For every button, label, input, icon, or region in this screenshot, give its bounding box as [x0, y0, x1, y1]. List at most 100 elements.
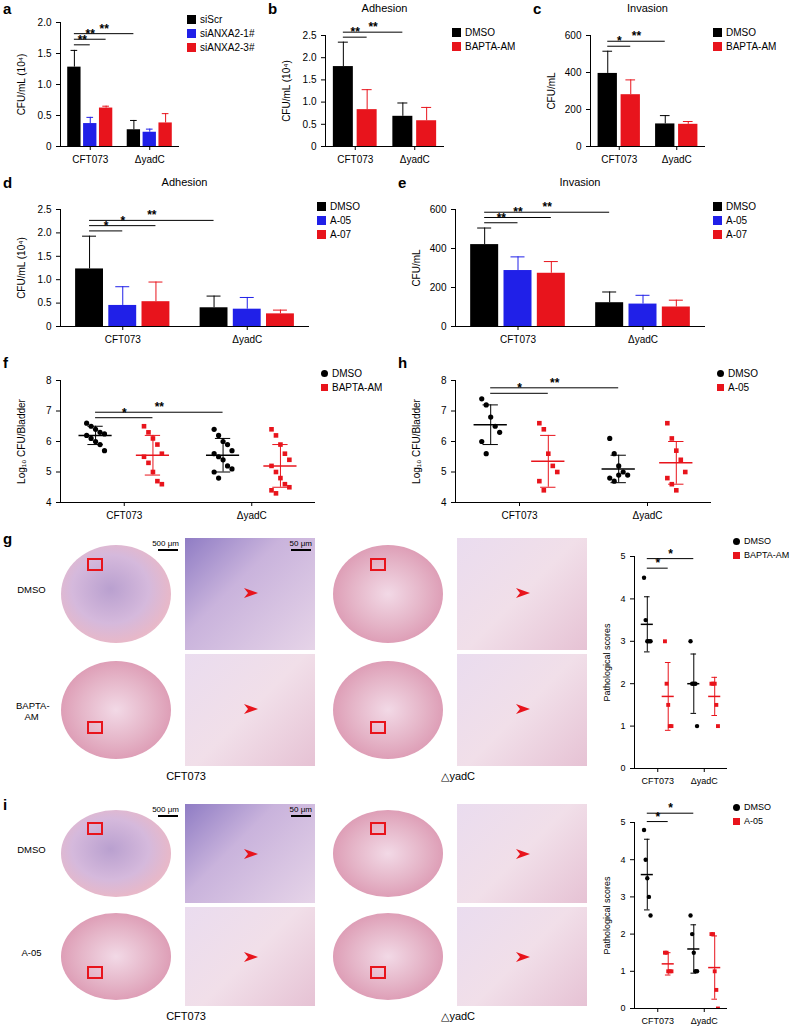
svg-text:CFU/mL: CFU/mL: [546, 72, 557, 110]
svg-text:CFT073: CFT073: [105, 334, 142, 345]
svg-text:4: 4: [441, 497, 447, 508]
svg-text:0.5: 0.5: [303, 119, 317, 130]
svg-text:2.0: 2.0: [303, 52, 317, 63]
svg-text:**: **: [632, 29, 642, 43]
svg-text:5: 5: [46, 466, 52, 477]
svg-text:CFT073: CFT073: [601, 154, 638, 165]
svg-text:CFU/mL (10⁴): CFU/mL (10⁴): [16, 54, 27, 116]
svg-text:**: **: [155, 400, 165, 414]
svg-text:**: **: [351, 25, 361, 39]
svg-text:**: **: [542, 200, 552, 214]
svg-text:0: 0: [620, 1003, 625, 1013]
svg-text:7: 7: [46, 405, 52, 416]
svg-text:*: *: [655, 556, 660, 570]
svg-text:5: 5: [441, 466, 447, 477]
svg-text:CFU/mL (10⁴): CFU/mL (10⁴): [16, 237, 27, 299]
svg-text:**: **: [550, 376, 560, 390]
svg-text:1.5: 1.5: [38, 251, 52, 262]
svg-text:CFT073: CFT073: [72, 154, 109, 165]
svg-text:**: **: [368, 20, 378, 34]
svg-text:CFT073: CFT073: [501, 510, 538, 521]
svg-text:1.5: 1.5: [303, 74, 317, 85]
svg-text:400: 400: [430, 243, 447, 254]
svg-text:600: 600: [430, 204, 447, 215]
svg-text:ΔyadC: ΔyadC: [135, 154, 165, 165]
svg-text:1: 1: [620, 966, 625, 976]
svg-text:*: *: [517, 381, 522, 395]
svg-text:Log₁₀ CFU/Bladder: Log₁₀ CFU/Bladder: [411, 398, 422, 483]
html-text:Invasion: Invasion: [627, 2, 668, 14]
svg-text:7: 7: [441, 405, 447, 416]
html-text:Adhesion: Adhesion: [361, 2, 408, 14]
svg-text:1.5: 1.5: [38, 48, 52, 59]
svg-text:ΔyadC: ΔyadC: [237, 510, 267, 521]
svg-text:Log₁₀ CFU/Bladder: Log₁₀ CFU/Bladder: [16, 398, 27, 483]
svg-text:CFT073: CFT073: [337, 154, 374, 165]
svg-text:5: 5: [620, 551, 625, 561]
svg-text:*: *: [668, 801, 673, 815]
svg-text:2.5: 2.5: [303, 30, 317, 41]
svg-text:1.0: 1.0: [38, 274, 52, 285]
svg-text:6: 6: [441, 436, 447, 447]
svg-text:**: **: [86, 27, 96, 41]
svg-text:2: 2: [620, 679, 625, 689]
svg-text:2: 2: [620, 929, 625, 939]
svg-text:0: 0: [441, 321, 447, 332]
svg-text:CFT073: CFT073: [641, 776, 674, 786]
svg-text:**: **: [513, 205, 523, 219]
svg-text:*: *: [122, 406, 127, 420]
svg-text:ΔyadC: ΔyadC: [632, 510, 662, 521]
svg-text:CFU/mL (10⁴): CFU/mL (10⁴): [281, 60, 292, 122]
svg-text:Pathological scores: Pathological scores: [602, 623, 612, 702]
svg-text:2.0: 2.0: [38, 17, 52, 28]
svg-text:1: 1: [620, 721, 625, 731]
html-text:CFT073: CFT073: [166, 770, 206, 782]
svg-text:4: 4: [620, 594, 625, 604]
svg-text:0: 0: [576, 141, 582, 152]
html-text:Invasion: Invasion: [559, 176, 601, 188]
svg-text:4: 4: [620, 855, 625, 865]
svg-text:ΔyadC: ΔyadC: [400, 154, 430, 165]
svg-text:*: *: [655, 810, 660, 824]
svg-text:ΔyadC: ΔyadC: [691, 1016, 719, 1026]
svg-text:2.0: 2.0: [38, 227, 52, 238]
svg-text:0: 0: [46, 321, 52, 332]
svg-text:**: **: [99, 22, 109, 36]
svg-text:8: 8: [441, 375, 447, 386]
svg-text:4: 4: [46, 497, 52, 508]
svg-text:0.5: 0.5: [38, 110, 52, 121]
svg-text:CFT073: CFT073: [500, 334, 537, 345]
svg-text:*: *: [120, 214, 125, 228]
svg-text:3: 3: [620, 892, 625, 902]
svg-text:200: 200: [430, 282, 447, 293]
svg-text:1.0: 1.0: [303, 96, 317, 107]
svg-text:ΔyadC: ΔyadC: [662, 154, 692, 165]
svg-text:0: 0: [311, 141, 317, 152]
svg-text:ΔyadC: ΔyadC: [691, 776, 719, 786]
svg-text:*: *: [104, 219, 109, 233]
svg-text:CFT073: CFT073: [641, 1016, 674, 1026]
svg-text:Pathological scores: Pathological scores: [602, 876, 612, 955]
svg-text:0: 0: [46, 141, 52, 152]
svg-text:0: 0: [620, 763, 625, 773]
html-text:Adhesion: Adhesion: [161, 176, 208, 188]
svg-text:CFU/mL: CFU/mL: [411, 249, 422, 287]
svg-text:**: **: [497, 211, 507, 225]
svg-text:200: 200: [565, 104, 582, 115]
svg-text:*: *: [617, 34, 622, 48]
svg-text:8: 8: [46, 375, 52, 386]
svg-text:3: 3: [620, 636, 625, 646]
svg-text:2.5: 2.5: [38, 204, 52, 215]
svg-text:400: 400: [565, 67, 582, 78]
svg-text:6: 6: [46, 436, 52, 447]
svg-text:5: 5: [620, 817, 625, 827]
svg-text:600: 600: [565, 30, 582, 41]
svg-text:*: *: [668, 547, 673, 561]
svg-text:ΔyadC: ΔyadC: [232, 334, 262, 345]
svg-text:**: **: [147, 208, 157, 222]
html-text:BAPTA-AM: BAPTA-AM: [16, 700, 50, 722]
svg-text:ΔyadC: ΔyadC: [628, 334, 658, 345]
svg-text:1.0: 1.0: [38, 79, 52, 90]
svg-text:CFT073: CFT073: [106, 510, 143, 521]
svg-text:0.5: 0.5: [38, 297, 52, 308]
